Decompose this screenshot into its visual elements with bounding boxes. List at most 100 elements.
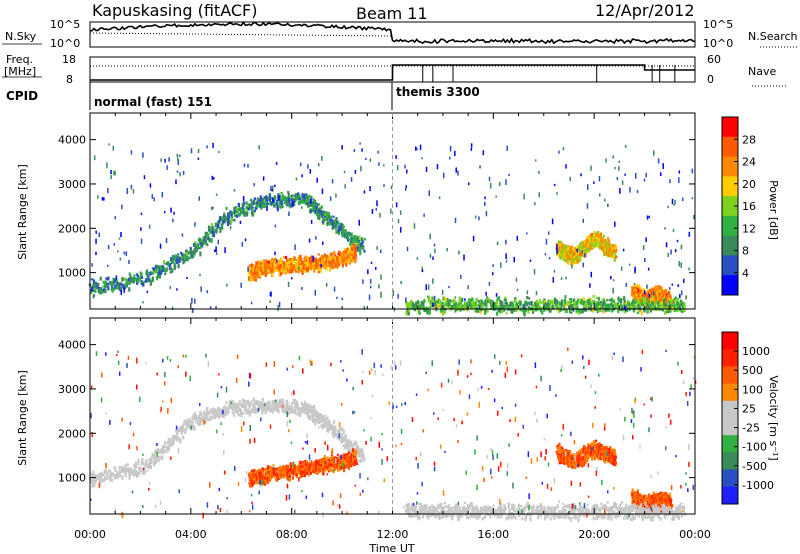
scatter-cell — [238, 212, 242, 216]
scatter-cell — [261, 398, 264, 402]
scatter-cell — [558, 243, 561, 247]
speckle-cell — [213, 177, 215, 180]
scatter-cell — [171, 442, 175, 446]
scatter-cell — [271, 196, 274, 200]
scatter-cell — [262, 264, 265, 267]
speckle-cell — [374, 266, 377, 270]
scatter-cell — [556, 300, 559, 304]
scatter-cell — [133, 274, 136, 277]
scatter-cell — [481, 304, 484, 309]
scatter-cell — [91, 278, 94, 281]
scatter-cell — [471, 297, 474, 300]
speckle-cell — [492, 264, 494, 267]
scatter-cell — [325, 218, 328, 221]
scatter-cell — [344, 229, 347, 233]
scatter-cell — [312, 260, 315, 265]
scatter-cell — [318, 209, 321, 214]
scatter-cell — [186, 256, 189, 262]
scatter-cell — [94, 281, 97, 286]
scatter-cell — [313, 201, 316, 205]
scatter-cell — [233, 209, 237, 215]
scatter-cell — [322, 210, 326, 216]
speckle-cell — [176, 153, 179, 158]
scatter-cell — [242, 210, 245, 215]
scatter-cell — [250, 200, 254, 206]
speckle-cell — [376, 200, 378, 207]
scatter-cell — [110, 281, 113, 286]
scatter-cell — [134, 463, 138, 469]
freq-tick-bottom: 8 — [66, 73, 73, 86]
scatter-cell — [96, 475, 99, 480]
scatter-cell — [350, 246, 354, 250]
scatter-cell — [568, 254, 571, 260]
scatter-cell — [354, 247, 357, 253]
speckle-cell — [274, 184, 276, 188]
scatter-cell — [145, 277, 148, 282]
scatter-cell — [316, 264, 319, 269]
speckle-cell — [664, 227, 666, 230]
scatter-cell — [99, 286, 103, 291]
scatter-cell — [130, 280, 133, 284]
scatter-cell — [343, 250, 346, 254]
scatter-cell — [219, 216, 222, 221]
speckle-cell — [291, 201, 294, 207]
scatter-cell — [597, 244, 600, 248]
speckle-cell — [376, 246, 378, 250]
speckle-cell — [610, 275, 612, 280]
scatter-cell — [116, 281, 119, 287]
scatter-cell — [660, 301, 663, 305]
scatter-cell — [595, 242, 599, 247]
scatter-cell — [180, 251, 183, 255]
speckle-cell — [119, 257, 122, 261]
scatter-cell — [299, 257, 302, 262]
scatter-cell — [276, 205, 279, 210]
scatter-cell — [296, 403, 299, 407]
scatter-cell — [291, 269, 294, 273]
scatter-cell — [149, 464, 153, 469]
freq-trace — [90, 64, 695, 82]
speckle-cell — [674, 199, 676, 205]
speckle-cell — [548, 257, 551, 260]
speckle-cell — [112, 145, 115, 151]
speckle-cell — [369, 278, 372, 284]
scatter-cell — [261, 260, 265, 263]
scatter-cell — [328, 267, 332, 272]
speckle-cell — [341, 145, 343, 150]
scatter-cell — [199, 246, 202, 249]
scatter-cell — [409, 301, 412, 304]
scatter-cell — [583, 303, 587, 308]
scatter-cell — [416, 300, 420, 304]
scatter-cell — [416, 302, 419, 307]
scatter-cell — [154, 450, 157, 455]
scatter-cell — [329, 222, 333, 225]
scatter-cell — [317, 209, 320, 213]
speckle-cell — [678, 260, 681, 267]
scatter-cell — [286, 196, 289, 200]
speckle-cell — [526, 232, 528, 235]
speckle-cell — [97, 195, 99, 199]
scatter-cell — [326, 214, 329, 219]
speckle-cell — [224, 247, 226, 254]
scatter-cell — [305, 266, 308, 271]
scatter-cell — [292, 197, 295, 201]
scatter-cell — [146, 272, 149, 278]
scatter-cell — [337, 252, 341, 257]
cpid-segment-1: normal (fast) 151 — [94, 95, 212, 109]
speckle-cell — [218, 150, 220, 154]
scatter-cell — [417, 301, 421, 307]
nsearch-line — [89, 32, 393, 37]
scatter-cell — [203, 236, 206, 242]
speckle-cell — [399, 210, 402, 216]
scatter-cell — [664, 310, 667, 315]
scatter-cell — [566, 245, 569, 249]
speckle-cell — [380, 274, 382, 280]
speckle-cell — [177, 157, 179, 162]
speckle-cell — [159, 243, 162, 249]
scatter-cell — [358, 246, 362, 251]
scatter-cell — [637, 284, 641, 288]
scatter-cell — [205, 241, 208, 245]
scatter-cell — [108, 469, 112, 473]
speckle-cell — [149, 183, 152, 188]
scatter-cell — [417, 306, 420, 310]
speckle-cell — [516, 288, 519, 291]
